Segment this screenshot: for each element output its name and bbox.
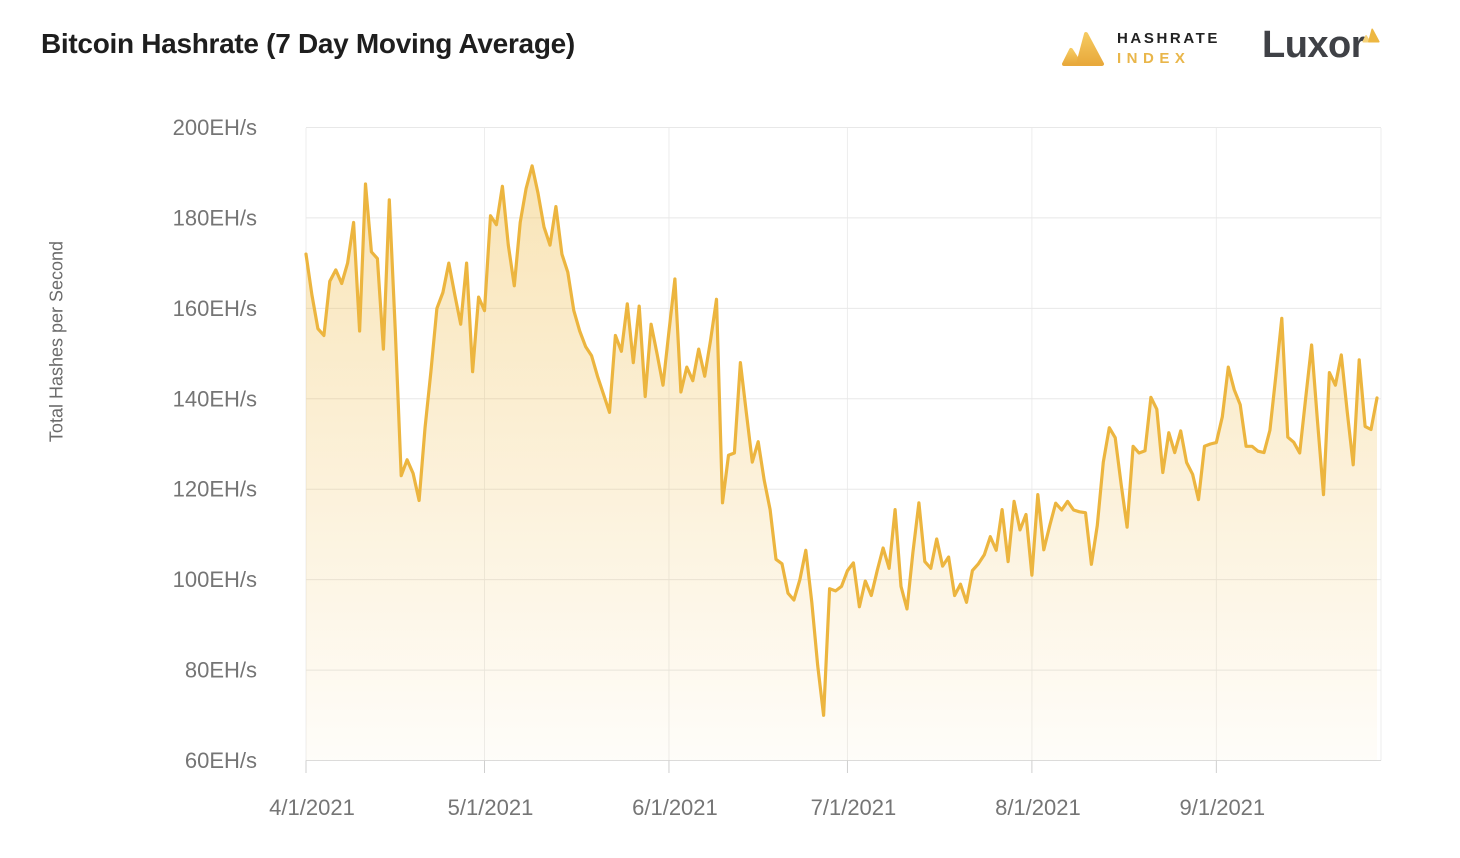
hashrate-index-logo: HASHRATE INDEX <box>1061 30 1220 67</box>
y-axis-tick-label: 120EH/s <box>173 477 257 502</box>
x-axis-tick-label: 8/1/2021 <box>995 795 1081 820</box>
hashrate-index-wordmark-bottom: INDEX <box>1117 50 1191 67</box>
luxor-wordmark: Luxor <box>1262 24 1366 66</box>
x-axis-tick-label: 7/1/2021 <box>811 795 897 820</box>
hashrate-line-series <box>304 164 1379 717</box>
y-axis-tick-label: 160EH/s <box>173 296 257 321</box>
y-axis-tick-label: 60EH/s <box>185 748 257 773</box>
y-axis-tick-label: 180EH/s <box>173 205 257 230</box>
luxor-logo: Luxor <box>1262 24 1380 67</box>
y-axis-tick-label: 140EH/s <box>173 386 257 411</box>
y-axis-tick-label: 80EH/s <box>185 658 257 683</box>
hashrate-index-wordmark-top: HASHRATE <box>1117 30 1221 47</box>
hashrate-index-mark-icon <box>1062 31 1104 66</box>
page-title: Bitcoin Hashrate (7 Day Moving Average) <box>41 28 575 59</box>
x-axis-tick-label: 4/1/2021 <box>269 795 355 820</box>
y-axis-tick-label: 100EH/s <box>173 567 257 592</box>
x-axis-tick-label: 5/1/2021 <box>448 795 534 820</box>
luxor-mark-icon <box>1362 28 1380 43</box>
x-axis-tick-label: 6/1/2021 <box>632 795 718 820</box>
y-axis-tick-label: 200EH/s <box>173 115 257 140</box>
x-axis-tick-label: 9/1/2021 <box>1180 795 1266 820</box>
